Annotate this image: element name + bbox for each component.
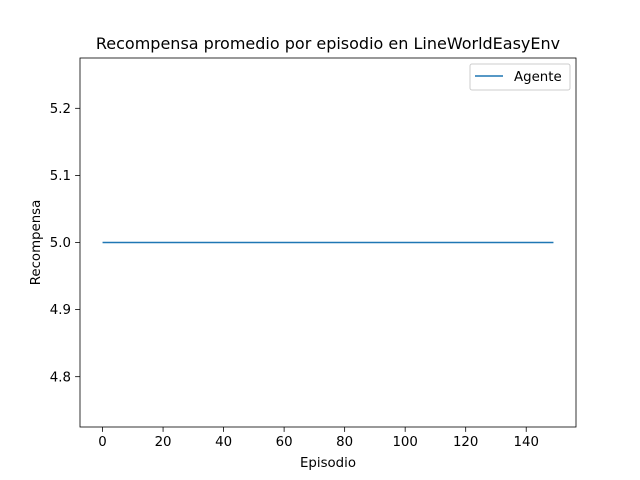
x-tick-label: 120: [453, 435, 478, 450]
x-tick-label: 60: [276, 435, 293, 450]
legend-label-agente: Agente: [514, 70, 562, 85]
x-tick-label: 20: [155, 435, 172, 450]
chart-title: Recompensa promedio por episodio en Line…: [96, 34, 560, 53]
y-axis-label: Recompensa: [29, 200, 44, 286]
x-tick-label: 100: [392, 435, 417, 450]
y-tick-label: 5.2: [50, 102, 71, 117]
y-tick-label: 4.9: [50, 303, 71, 318]
x-tick-label: 80: [336, 435, 353, 450]
legend-box: [469, 63, 571, 91]
x-tick-label: 140: [513, 435, 538, 450]
y-tick-label: 5.0: [50, 236, 71, 251]
y-tick-label: 4.8: [50, 370, 71, 385]
x-axis-label: Episodio: [300, 456, 356, 471]
plot-area-frame: [79, 57, 577, 428]
x-tick-label: 40: [215, 435, 232, 450]
y-axis-ticks: 4.8 4.9 5.0 5.1 5.2: [50, 102, 80, 385]
x-axis-ticks: 0 20 40 60 80 100 120 140: [98, 427, 539, 450]
x-tick-label: 0: [98, 435, 106, 450]
y-tick-label: 5.1: [50, 169, 71, 184]
legend: Agente: [469, 63, 571, 91]
